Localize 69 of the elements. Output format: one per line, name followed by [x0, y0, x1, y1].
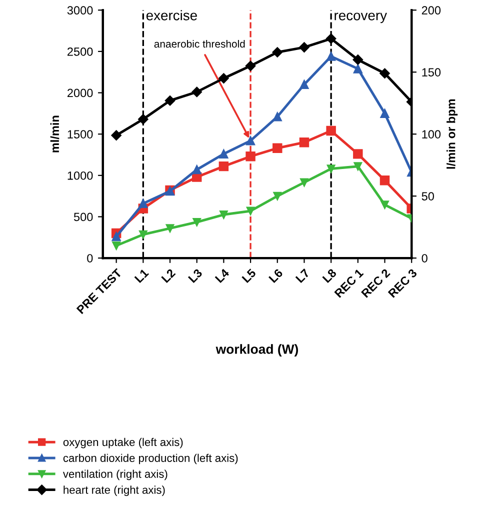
legend-label: heart rate (right axis)	[64, 486, 165, 496]
point	[326, 126, 336, 136]
point	[380, 68, 390, 78]
x-tick-label: L5	[242, 268, 256, 284]
point	[246, 206, 255, 216]
point	[218, 73, 229, 84]
point	[352, 54, 364, 65]
point	[299, 137, 310, 148]
point	[112, 241, 120, 250]
point	[192, 86, 202, 98]
point	[138, 114, 148, 124]
y-tick-label: 1000	[68, 171, 93, 180]
point	[220, 210, 228, 219]
point	[164, 96, 176, 106]
point	[139, 230, 148, 239]
point	[138, 199, 148, 208]
x-tick-label: L8	[322, 268, 337, 284]
y2-tick-label: 50	[422, 192, 434, 200]
x-tick-label: L7	[295, 268, 310, 284]
x-tick-label: L6	[268, 268, 284, 284]
point	[272, 112, 282, 122]
x-axis-title: workload (W)	[216, 344, 298, 356]
y-tick-label: 500	[74, 212, 93, 222]
y2-axis-title: l/min or bpm	[446, 99, 458, 169]
point	[219, 149, 228, 158]
legend-label: ventilation (right axis)	[62, 470, 168, 480]
point	[246, 152, 256, 162]
point	[300, 178, 308, 187]
y2-tick-label: 200	[422, 6, 441, 15]
annotation: anaerobic threshold	[154, 40, 245, 48]
y2-tick-label: 100	[422, 130, 441, 138]
point	[112, 232, 121, 242]
y-tick-label: 0	[87, 254, 93, 262]
point	[166, 224, 174, 232]
point	[353, 64, 362, 74]
y-tick-label: 3000	[67, 6, 93, 15]
x-tick-label: L1	[134, 268, 149, 284]
x-tick-label: L2	[161, 268, 176, 284]
point	[380, 176, 390, 186]
point	[380, 200, 389, 209]
point	[299, 42, 310, 52]
legend-label: oxygen uptake (left axis)	[63, 438, 183, 448]
point	[300, 80, 309, 90]
point	[246, 136, 256, 146]
y-tick-label: 1500	[68, 130, 93, 138]
point	[326, 164, 336, 173]
point	[111, 130, 122, 140]
point	[218, 161, 229, 172]
y-tick-label: 2500	[68, 47, 93, 56]
point	[192, 218, 202, 226]
y-axis-title: ml/min	[50, 116, 60, 152]
x-tick-label: L3	[188, 268, 203, 284]
x-tick-label: L4	[214, 268, 230, 284]
y-tick-label: 2000	[68, 88, 93, 98]
point	[273, 192, 282, 200]
point	[326, 34, 336, 44]
y2-tick-label: 150	[422, 68, 441, 76]
point	[272, 47, 282, 58]
ref-line-label: recovery	[334, 12, 387, 24]
point	[272, 143, 282, 153]
ref-line-label: exercise	[146, 10, 197, 20]
point	[380, 108, 390, 118]
point	[353, 149, 363, 159]
y2-tick-label: 0	[422, 254, 428, 262]
point	[192, 165, 202, 174]
legend-label: carbon dioxide production (left axis)	[63, 454, 238, 464]
point	[245, 60, 256, 72]
point	[326, 52, 336, 61]
point	[354, 162, 362, 170]
